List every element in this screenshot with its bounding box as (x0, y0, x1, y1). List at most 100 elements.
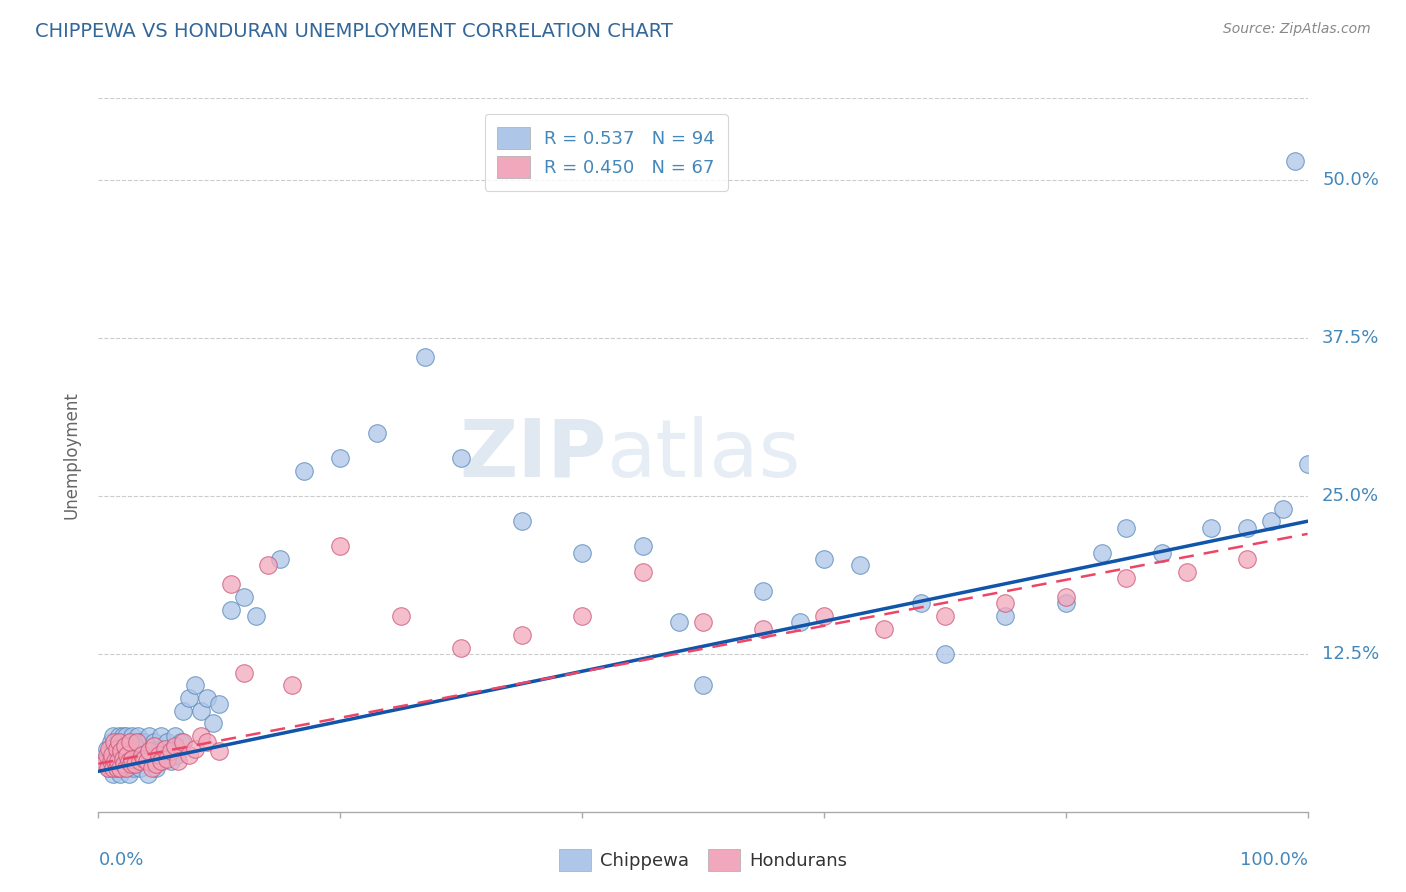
Point (1199, 520, 1222, 534)
Point (131, 754, 153, 768)
Point (100, 735, 122, 749)
Point (115, 729, 138, 743)
Point (121, 729, 143, 743)
Point (108, 760, 131, 774)
Legend: R = 0.537   N = 94, R = 0.450   N = 67: R = 0.537 N = 94, R = 0.450 N = 67 (485, 114, 728, 191)
Point (994, 609, 1017, 624)
Text: Source: ZipAtlas.com: Source: ZipAtlas.com (1223, 22, 1371, 37)
Point (96, 747, 118, 762)
Point (195, 735, 218, 749)
Point (124, 741, 146, 756)
Point (141, 760, 163, 774)
Point (97, 760, 120, 774)
Text: 0.0%: 0.0% (98, 851, 143, 869)
Point (118, 735, 141, 749)
Point (1296, 458, 1319, 472)
Point (752, 583, 775, 598)
Point (160, 744, 183, 758)
Point (117, 760, 139, 774)
Point (510, 514, 533, 528)
Point (571, 609, 593, 624)
Point (134, 752, 156, 766)
Point (1054, 596, 1077, 610)
Point (107, 760, 129, 774)
Point (135, 754, 157, 768)
Point (142, 754, 165, 768)
Point (910, 596, 932, 610)
Text: 25.0%: 25.0% (1322, 487, 1379, 505)
Point (124, 747, 146, 762)
Point (177, 691, 201, 706)
Point (96, 741, 118, 756)
Text: 100.0%: 100.0% (1240, 851, 1308, 869)
Point (195, 691, 218, 706)
Point (221, 577, 243, 591)
Point (148, 747, 170, 762)
Legend: Chippewa, Hondurans: Chippewa, Hondurans (551, 842, 855, 879)
Point (190, 704, 212, 718)
Point (100, 747, 122, 762)
Point (136, 767, 159, 781)
Point (184, 741, 207, 756)
Point (668, 615, 690, 630)
Point (111, 729, 134, 743)
Point (413, 350, 436, 364)
Point (111, 752, 134, 766)
Point (145, 760, 167, 774)
Text: ZIP: ZIP (458, 416, 606, 494)
Point (100, 754, 122, 768)
Point (121, 754, 143, 768)
Point (172, 735, 194, 749)
Point (329, 451, 352, 466)
Point (112, 756, 135, 771)
Point (167, 754, 190, 768)
Point (98, 760, 121, 774)
Point (103, 735, 125, 749)
Point (934, 609, 956, 624)
Point (100, 747, 122, 762)
Point (1260, 514, 1282, 528)
Point (127, 735, 149, 749)
Point (115, 760, 138, 774)
Point (138, 729, 160, 743)
Point (190, 729, 212, 743)
Point (160, 754, 183, 768)
Point (849, 558, 872, 573)
Point (118, 741, 141, 756)
Point (115, 754, 138, 768)
Point (813, 552, 835, 566)
Point (120, 756, 142, 771)
Point (122, 760, 145, 774)
Point (132, 747, 155, 762)
Point (150, 729, 173, 743)
Point (166, 747, 188, 762)
Point (450, 640, 472, 655)
Point (93, 756, 115, 771)
Point (131, 747, 153, 762)
Point (148, 741, 170, 756)
Point (1236, 520, 1258, 534)
Point (128, 760, 150, 774)
Point (127, 754, 149, 768)
Point (118, 754, 141, 768)
Point (366, 425, 388, 440)
Point (692, 615, 714, 630)
Point (112, 760, 135, 774)
Point (692, 678, 714, 692)
Point (156, 735, 179, 749)
Point (105, 741, 128, 756)
Point (105, 760, 128, 774)
Point (1272, 501, 1295, 516)
Text: 12.5%: 12.5% (1322, 645, 1379, 663)
Point (111, 754, 134, 768)
Point (143, 739, 166, 753)
Point (934, 647, 956, 661)
Point (114, 735, 136, 749)
Point (1175, 565, 1198, 579)
Point (104, 747, 127, 762)
Point (108, 729, 131, 743)
Point (232, 665, 254, 680)
Point (172, 704, 194, 718)
Point (752, 622, 775, 636)
Point (134, 735, 156, 749)
